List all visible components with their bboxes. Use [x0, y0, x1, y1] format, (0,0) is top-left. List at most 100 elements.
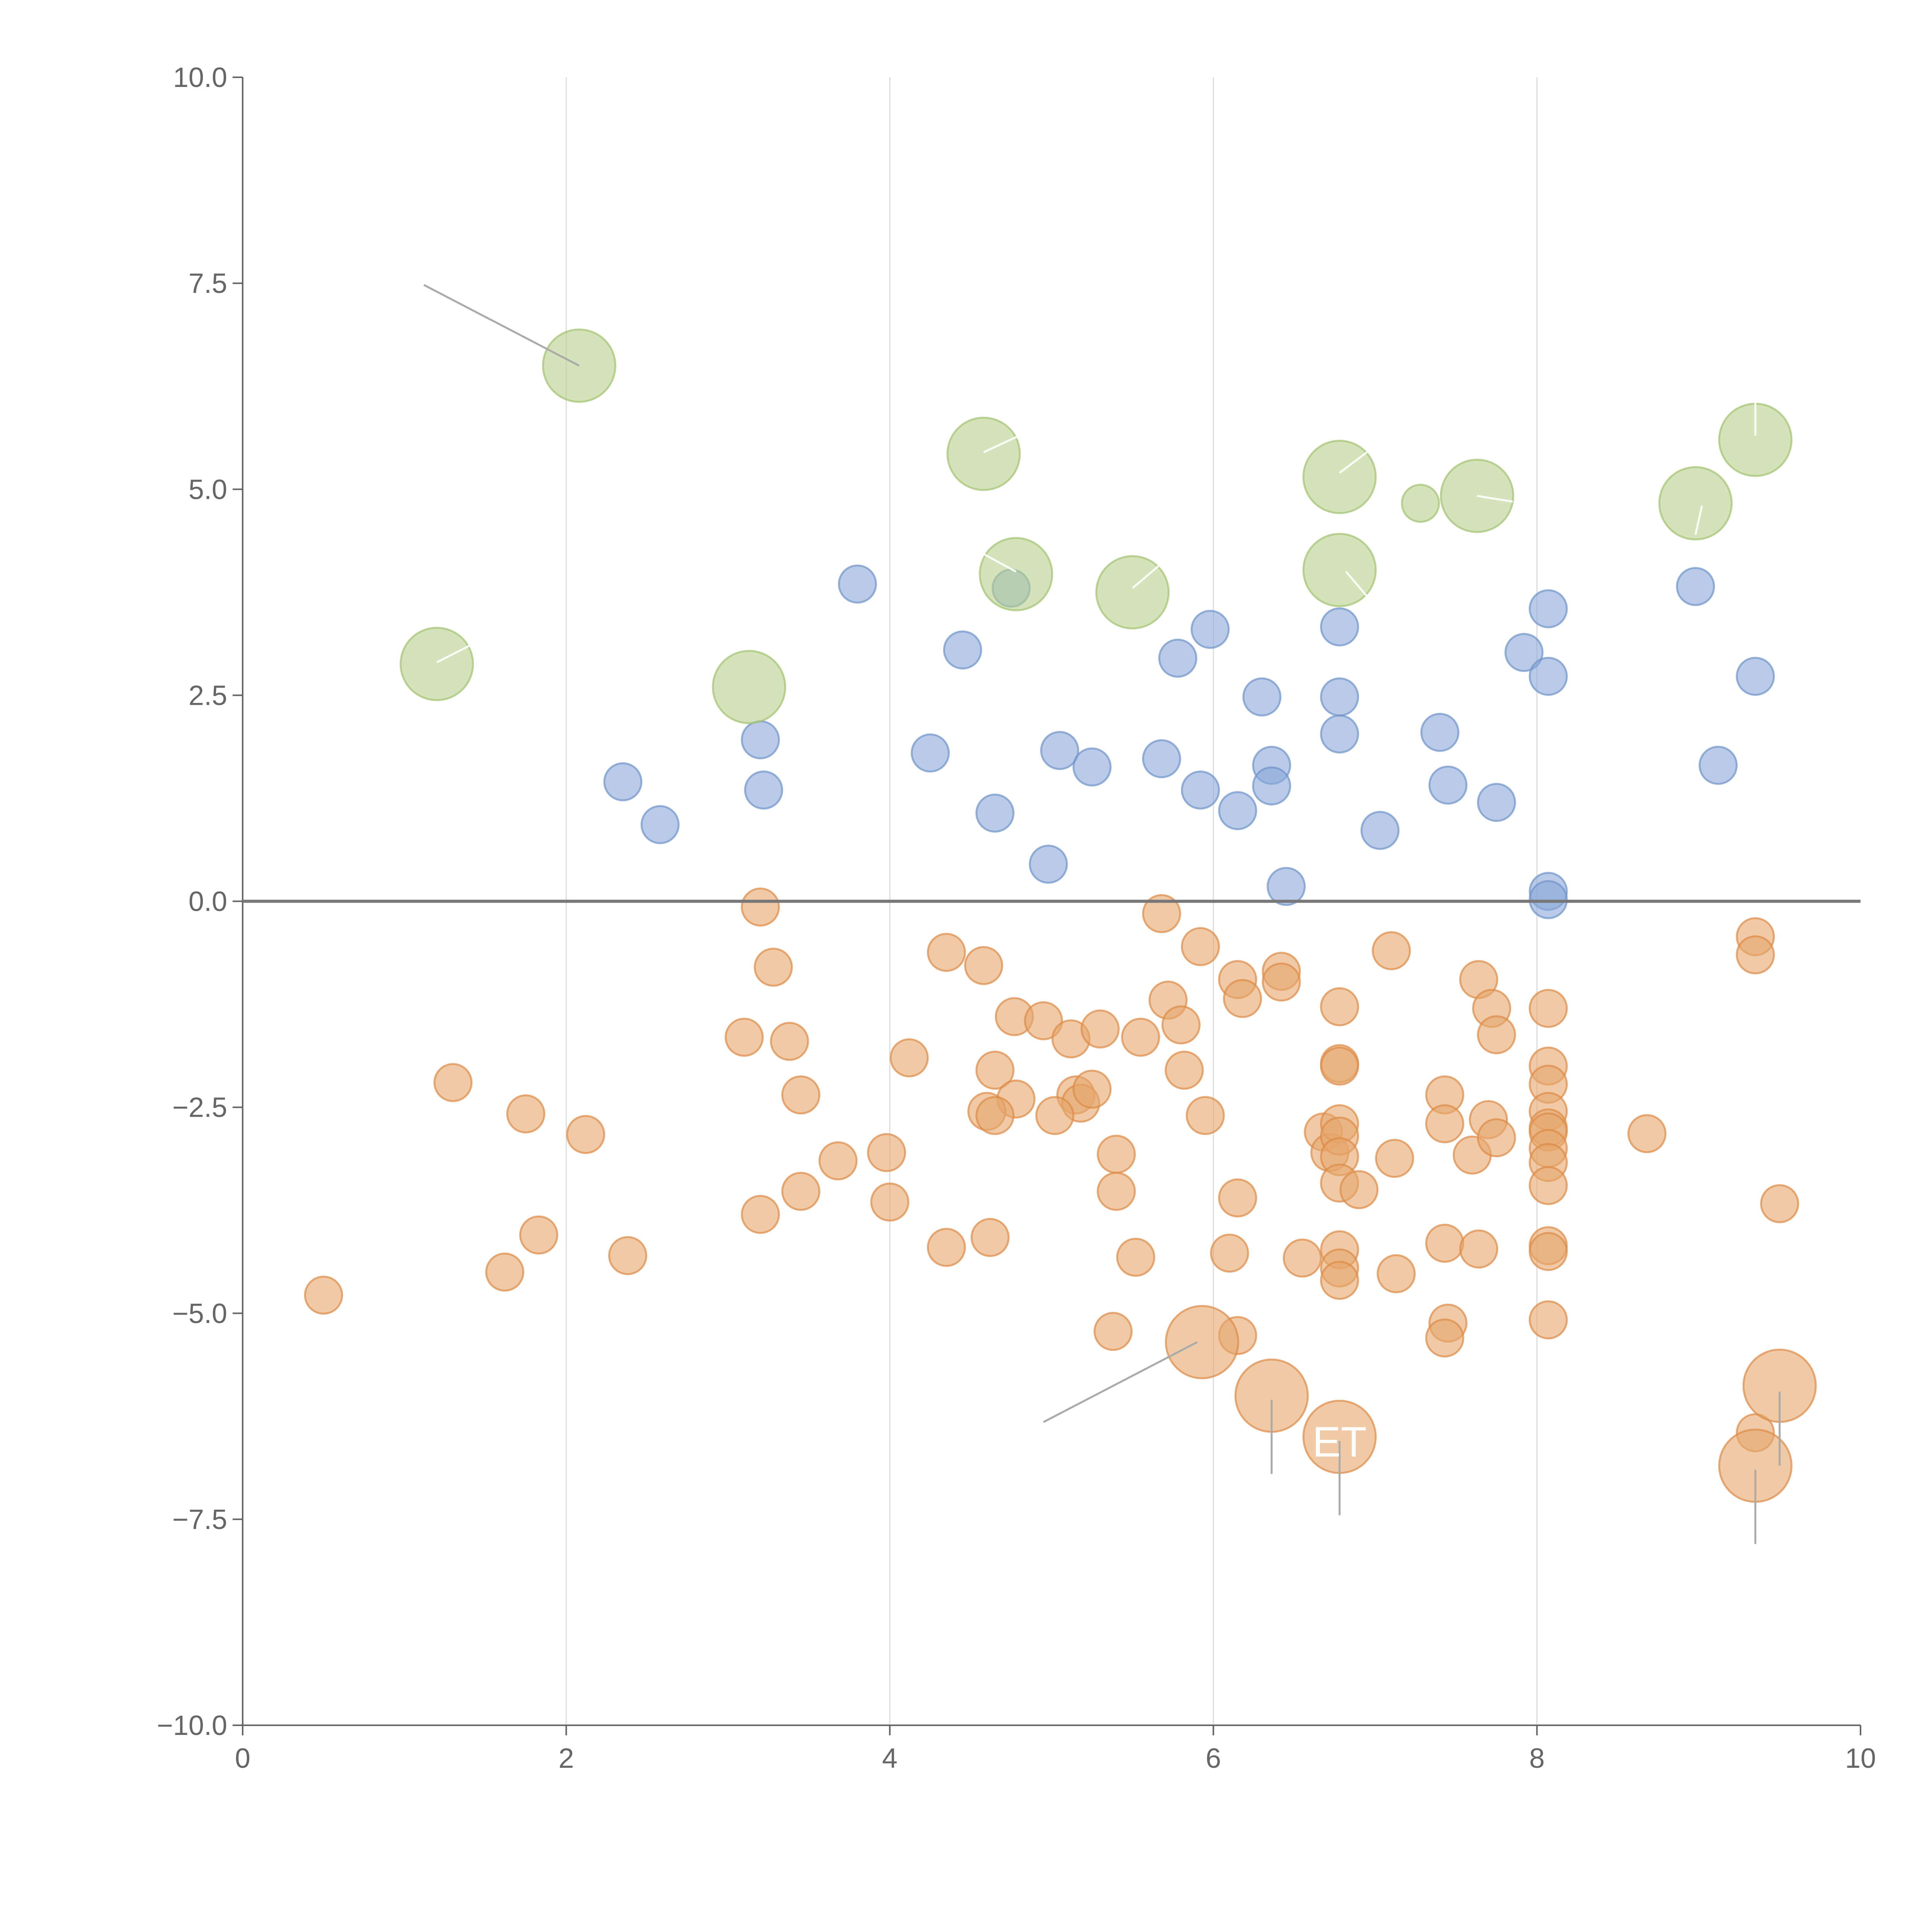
data-point-positive [603, 762, 643, 801]
data-point-negative [566, 1115, 605, 1154]
data-point-positive [1181, 770, 1220, 810]
annotation-leader-line [970, 546, 1017, 573]
data-point-negative [975, 1096, 1015, 1135]
data-point-labeled [1095, 555, 1170, 629]
x-tick-label: 4 [882, 1743, 898, 1774]
data-point-negative [1097, 1134, 1136, 1174]
data-point-negative [1320, 987, 1359, 1026]
data-point-negative [1627, 1114, 1667, 1153]
y-tick-label: −7.5 [172, 1504, 227, 1535]
data-point-negative [1425, 1104, 1464, 1143]
data-point-negative [818, 1141, 858, 1180]
data-point-positive [1320, 677, 1359, 717]
data-point-negative [1477, 1015, 1516, 1054]
data-point-positive [1504, 633, 1544, 672]
data-point-labeled [1401, 484, 1440, 523]
data-point-positive [1428, 765, 1468, 805]
data-point-positive [1242, 677, 1282, 717]
data-point-negative [781, 1075, 821, 1115]
data-point-negative [741, 887, 780, 927]
data-point-labeled [400, 627, 474, 701]
data-point-positive [1676, 567, 1715, 606]
data-point-negative [1529, 989, 1568, 1028]
data-point-positive [1360, 811, 1400, 850]
data-point-positive [1320, 714, 1359, 754]
data-point-negative [867, 1133, 906, 1172]
data-point-negative [870, 1182, 910, 1222]
data-point-negative [519, 1215, 558, 1255]
data-point-positive [1736, 656, 1775, 696]
data-point-negative [1072, 1070, 1112, 1109]
data-point-negative [1376, 1254, 1416, 1293]
y-tick-label: 2.5 [189, 680, 227, 711]
data-point-negative [1218, 1178, 1257, 1218]
data-point-positive [1040, 731, 1079, 770]
data-point-positive [1072, 747, 1112, 787]
data-point-positive [1529, 589, 1568, 628]
data-point-positive [1267, 867, 1306, 906]
data-point-negative [1142, 894, 1181, 933]
data-point-negative [1375, 1139, 1414, 1178]
data-point-negative [1161, 1005, 1201, 1044]
data-point-negative [1165, 1051, 1204, 1090]
data-point-negative [1262, 962, 1301, 1002]
x-tick-label: 8 [1529, 1743, 1545, 1774]
data-point-negative [1080, 1009, 1120, 1049]
data-point-labeled [1440, 459, 1514, 533]
data-point-negative [1024, 1001, 1063, 1041]
annotation-leader-line [1339, 451, 1368, 474]
data-point-negative [1185, 1096, 1225, 1135]
data-point-negative [1425, 1318, 1464, 1358]
data-point-negative [1339, 1170, 1379, 1209]
data-point-negative [485, 1252, 524, 1292]
data-point-positive [1158, 638, 1197, 678]
data-point-positive [1420, 713, 1459, 752]
data-point-negative [781, 1172, 821, 1211]
annotation-label: ET [1313, 1418, 1367, 1466]
data-point-negative [608, 1236, 648, 1275]
x-tick-label: 6 [1206, 1743, 1221, 1774]
data-point-positive [1029, 845, 1068, 884]
data-point-negative [975, 1051, 1015, 1090]
data-point-negative [1320, 1046, 1359, 1086]
data-point-negative [753, 947, 793, 987]
y-tick-label: −2.5 [172, 1092, 227, 1123]
y-tick-label: −10.0 [157, 1710, 227, 1741]
data-point-positive [975, 793, 1015, 833]
data-point-negative [741, 1195, 780, 1234]
data-point-negative [1372, 931, 1411, 970]
annotation-leader-line [1345, 571, 1368, 597]
annotation-leader-line [1132, 563, 1162, 589]
data-point-negative [927, 933, 966, 972]
data-point-positive [1142, 739, 1181, 779]
data-point-negative [304, 1276, 343, 1315]
x-tick-label: 10 [1845, 1743, 1876, 1774]
annotation-leader-line [1694, 505, 1703, 535]
data-point-negative [1097, 1172, 1136, 1211]
data-point-positive [910, 733, 950, 773]
data-point-positive [1320, 607, 1359, 646]
data-point-negative [1459, 1229, 1498, 1269]
data-point-positive [838, 564, 877, 604]
annotation-leader-line [436, 645, 470, 663]
x-tick-label: 2 [558, 1743, 574, 1774]
data-point-negative [1529, 1300, 1568, 1340]
axis-layer: 10.0 7.5 5.0 2.5 0.0 −2.5 −5.0 −7.5 −10.0 0 2 4 6 8 10 [157, 62, 1876, 1774]
y-tick-label: 7.5 [189, 268, 227, 299]
data-point-negative [927, 1228, 966, 1267]
y-tick-label: 0.0 [189, 886, 227, 917]
annotation-layer: ET [423, 284, 1781, 1544]
annotation-leader-line [1043, 1341, 1198, 1423]
data-point-positive [1218, 791, 1257, 830]
data-point-negative [1529, 1166, 1568, 1205]
data-point-positive [1699, 746, 1738, 785]
annotation-leader-line [423, 284, 580, 367]
x-tick-label: 0 [235, 1743, 250, 1774]
data-point-labeled [979, 537, 1053, 611]
data-point-labeled [1302, 533, 1377, 607]
data-point-negative [1121, 1017, 1160, 1057]
bubble-layer [304, 328, 1817, 1503]
data-point-negative [1181, 927, 1220, 966]
